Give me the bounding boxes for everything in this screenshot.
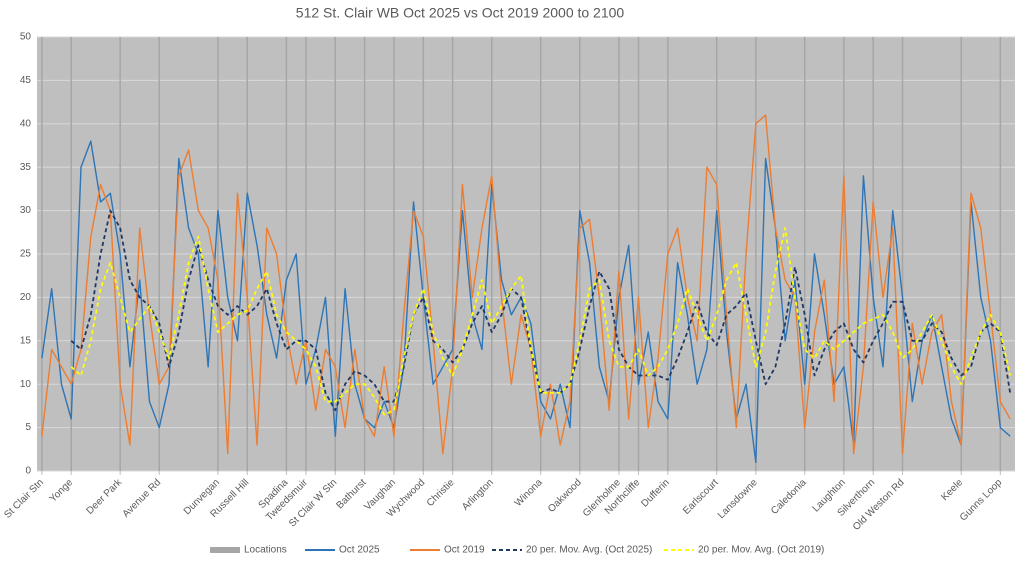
y-tick-label: 50 [20, 32, 32, 43]
x-tick-label: Arlington [460, 477, 496, 513]
x-tick-label: Old Weston Rd [851, 477, 907, 533]
location-bar [539, 37, 542, 471]
chart-title: 512 St. Clair WB Oct 2025 vs Oct 2019 20… [296, 5, 625, 21]
x-tick-label: Gunns Loop [958, 477, 1005, 524]
x-tick-label: Dufferin [639, 477, 671, 509]
legend-label: Oct 2019 [444, 545, 485, 556]
y-tick-label: 15 [20, 335, 32, 346]
y-tick-label: 10 [20, 379, 32, 390]
location-bar [451, 37, 454, 471]
y-tick-label: 30 [20, 205, 32, 216]
location-bar [843, 37, 845, 471]
location-bar [755, 37, 757, 471]
location-bar [70, 37, 72, 471]
x-tick-label: St Clair Stn [2, 477, 46, 521]
location-bar [872, 37, 874, 471]
location-bar [579, 37, 581, 471]
location-bar [217, 37, 219, 471]
location-bar [363, 37, 366, 471]
x-tick-label: Earlscourt [681, 477, 721, 517]
x-tick-label: Christie [425, 477, 457, 509]
location-bar [158, 37, 160, 471]
location-bar [618, 37, 620, 471]
location-bar [960, 37, 962, 471]
legend-label: 20 per. Mov. Avg. (Oct 2025) [526, 545, 652, 556]
x-tick-label: Keele [939, 477, 965, 503]
y-tick-label: 45 [20, 75, 32, 86]
x-tick-label: Deer Park [85, 477, 125, 517]
y-tick-label: 20 [20, 292, 32, 303]
location-bar [246, 37, 249, 471]
series-line [41, 140, 1011, 464]
y-tick-label: 0 [25, 466, 31, 477]
x-tick-label: Winona [513, 477, 545, 509]
location-bar [393, 37, 395, 471]
y-tick-label: 5 [25, 422, 31, 433]
series-line [41, 114, 1011, 455]
y-tick-label: 40 [20, 118, 32, 129]
location-bar [999, 37, 1002, 471]
location-bar [803, 37, 806, 471]
x-tick-label: Oakwood [546, 477, 584, 515]
legend-swatch [210, 547, 240, 553]
y-tick-label: 25 [20, 249, 32, 260]
location-bar [285, 37, 288, 471]
location-bar [637, 37, 640, 471]
location-bar [41, 37, 43, 471]
location-bar [715, 37, 718, 471]
series-line [70, 227, 1011, 416]
location-bar [491, 37, 493, 471]
x-tick-label: Yonge [48, 477, 76, 505]
legend-label: Oct 2025 [339, 545, 380, 556]
location-bar [334, 37, 337, 471]
location-bar [901, 37, 904, 471]
location-bar [305, 37, 307, 471]
x-tick-label: Lansdowne [716, 477, 760, 521]
x-tick-label: Caledonia [769, 477, 809, 517]
y-tick-label: 35 [20, 162, 32, 173]
series-line [70, 209, 1011, 412]
location-bar [422, 37, 425, 471]
x-tick-label: Avenue Rd [121, 477, 164, 520]
legend-label: Locations [244, 545, 287, 556]
legend-label: 20 per. Mov. Avg. (Oct 2019) [698, 545, 824, 556]
